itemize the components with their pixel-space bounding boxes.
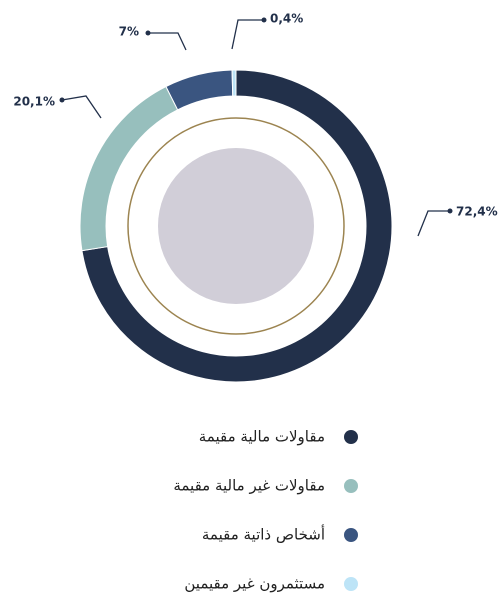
- leader-dot: [261, 17, 267, 23]
- legend-label: مقاولات غير مالية مقيمة: [173, 477, 325, 495]
- donut-slice: [165, 69, 234, 111]
- leader-dot: [145, 30, 151, 36]
- leader-line: [61, 95, 102, 119]
- leader-line: [231, 19, 264, 50]
- legend-marker: [344, 577, 358, 591]
- inner-ring: [127, 117, 345, 335]
- legend-marker: [344, 479, 358, 493]
- leader-line: [148, 32, 187, 51]
- leader-dot: [447, 208, 453, 214]
- leader-line: [417, 210, 450, 237]
- donut-slice: [81, 69, 393, 383]
- legend-marker: [344, 528, 358, 542]
- legend-label: مستثمرون غير مقيمين: [184, 575, 325, 593]
- value-label: 0,4%: [270, 12, 303, 26]
- center-disc: [158, 148, 314, 304]
- value-label: 7%: [119, 25, 139, 39]
- donut-slice: [231, 69, 237, 97]
- legend-marker: [344, 430, 358, 444]
- legend-label: أشخاص ذاتية مقيمة: [202, 525, 325, 544]
- leader-dot: [59, 97, 65, 103]
- value-label: 20,1%: [13, 95, 55, 109]
- value-label: 72,4%: [456, 205, 498, 219]
- legend-label: مقاولات مالية مقيمة: [199, 428, 325, 446]
